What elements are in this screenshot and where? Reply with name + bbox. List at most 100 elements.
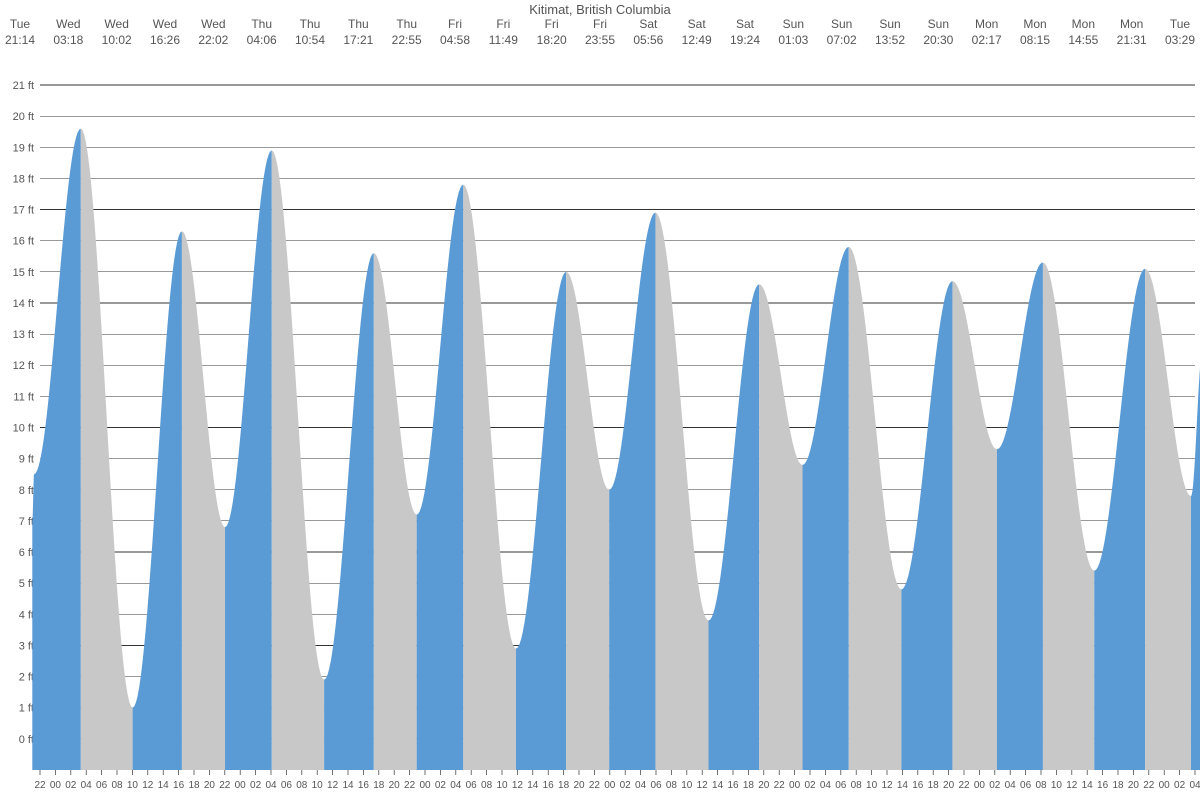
y-axis-label: 14 ft: [13, 298, 34, 310]
x-axis-label: 22: [1143, 780, 1155, 791]
y-axis-label: 5 ft: [19, 578, 34, 590]
tide-rising-area: [324, 253, 374, 770]
top-label-time: 03:29: [1165, 33, 1195, 47]
top-label-day: Sun: [783, 17, 804, 31]
x-axis-label: 18: [1112, 780, 1124, 791]
y-axis-label: 6 ft: [19, 547, 34, 559]
y-axis-label: 12 ft: [13, 360, 34, 372]
tide-falling-area: [374, 253, 417, 770]
x-axis-label: 12: [881, 780, 893, 791]
tide-rising-area: [417, 185, 464, 770]
chart-title: Kitimat, British Columbia: [529, 2, 671, 17]
top-label-day: Mon: [1072, 17, 1095, 31]
y-axis-label: 15 ft: [13, 267, 34, 279]
top-label-time: 22:02: [198, 33, 228, 47]
top-label-day: Wed: [153, 17, 177, 31]
tide-rising-area: [133, 231, 182, 770]
x-axis-label: 18: [928, 780, 940, 791]
x-axis-label: 08: [111, 780, 123, 791]
top-label-day: Thu: [348, 17, 369, 31]
tide-rising-area: [997, 262, 1043, 770]
x-axis-label: 10: [312, 780, 324, 791]
y-axis-label: 20 ft: [13, 111, 34, 123]
x-axis-label: 22: [404, 780, 416, 791]
x-axis-label: 22: [589, 780, 601, 791]
tide-rising-area: [1094, 269, 1145, 770]
y-axis-label: 4 ft: [19, 609, 34, 621]
top-label-time: 10:54: [295, 33, 325, 47]
top-label-day: Tue: [1170, 17, 1191, 31]
x-axis-label: 16: [173, 780, 185, 791]
tide-rising-area: [32, 129, 81, 770]
x-axis-label: 18: [558, 780, 570, 791]
x-axis-label: 16: [912, 780, 924, 791]
tide-falling-area: [1145, 269, 1191, 770]
tide-rising-area: [803, 247, 849, 770]
x-axis-label: 04: [820, 780, 832, 791]
top-label-day: Sat: [736, 17, 755, 31]
y-axis-label: 17 ft: [13, 205, 34, 217]
x-axis-label: 16: [727, 780, 739, 791]
top-label-day: Wed: [56, 17, 80, 31]
x-axis-label: 10: [496, 780, 508, 791]
top-label-day: Sat: [639, 17, 658, 31]
top-label-time: 08:15: [1020, 33, 1050, 47]
top-label-time: 02:17: [972, 33, 1002, 47]
tide-falling-area: [463, 185, 516, 770]
tide-rising-area: [709, 284, 760, 770]
top-label-day: Sat: [688, 17, 707, 31]
x-axis-label: 20: [943, 780, 955, 791]
x-axis-label: 10: [127, 780, 139, 791]
x-axis-label: 08: [481, 780, 493, 791]
x-axis-label: 02: [804, 780, 816, 791]
top-label-time: 07:02: [827, 33, 857, 47]
x-axis-label: 06: [650, 780, 662, 791]
top-label-time: 01:03: [778, 33, 808, 47]
tide-rising-area: [609, 213, 655, 770]
x-axis-label: 18: [188, 780, 200, 791]
x-axis-label: 20: [1128, 780, 1140, 791]
top-label-time: 16:26: [150, 33, 180, 47]
top-label-time: 14:55: [1068, 33, 1098, 47]
x-axis-label: 06: [96, 780, 108, 791]
tide-falling-area: [655, 213, 708, 770]
top-label-day: Sun: [928, 17, 949, 31]
top-label-day: Mon: [1120, 17, 1143, 31]
x-axis-label: 00: [789, 780, 801, 791]
x-axis-label: 18: [373, 780, 385, 791]
x-axis-label: 06: [835, 780, 847, 791]
x-axis-label: 12: [1066, 780, 1078, 791]
top-label-day: Thu: [251, 17, 272, 31]
x-axis-label: 06: [281, 780, 293, 791]
x-axis-label: 14: [712, 780, 724, 791]
y-axis-label: 13 ft: [13, 329, 34, 341]
x-axis-label: 12: [327, 780, 339, 791]
top-label-day: Wed: [201, 17, 225, 31]
top-label-time: 11:49: [489, 33, 518, 47]
y-axis-label: 21 ft: [13, 80, 34, 92]
x-axis-label: 14: [527, 780, 539, 791]
top-label-day: Fri: [496, 17, 510, 31]
top-label-time: 13:52: [875, 33, 905, 47]
x-axis-label: 12: [697, 780, 709, 791]
top-label-time: 19:24: [730, 33, 760, 47]
x-axis-label: 02: [989, 780, 1001, 791]
top-label-time: 10:02: [102, 33, 132, 47]
x-axis-label: 04: [635, 780, 647, 791]
y-axis-label: 19 ft: [13, 142, 34, 154]
top-label-time: 12:49: [682, 33, 712, 47]
x-axis-label: 00: [50, 780, 62, 791]
y-axis-label: 9 ft: [19, 454, 34, 466]
x-axis-label: 04: [265, 780, 277, 791]
x-axis-label: 04: [81, 780, 93, 791]
top-label-day: Fri: [448, 17, 462, 31]
tide-falling-area: [182, 231, 225, 770]
x-axis-label: 06: [1020, 780, 1032, 791]
x-axis-label: 12: [142, 780, 154, 791]
x-axis-label: 20: [204, 780, 216, 791]
tide-rising-area: [901, 281, 952, 770]
x-axis-label: 00: [604, 780, 616, 791]
y-axis-label: 3 ft: [19, 640, 34, 652]
top-label-time: 03:18: [53, 33, 83, 47]
x-axis-label: 14: [897, 780, 909, 791]
